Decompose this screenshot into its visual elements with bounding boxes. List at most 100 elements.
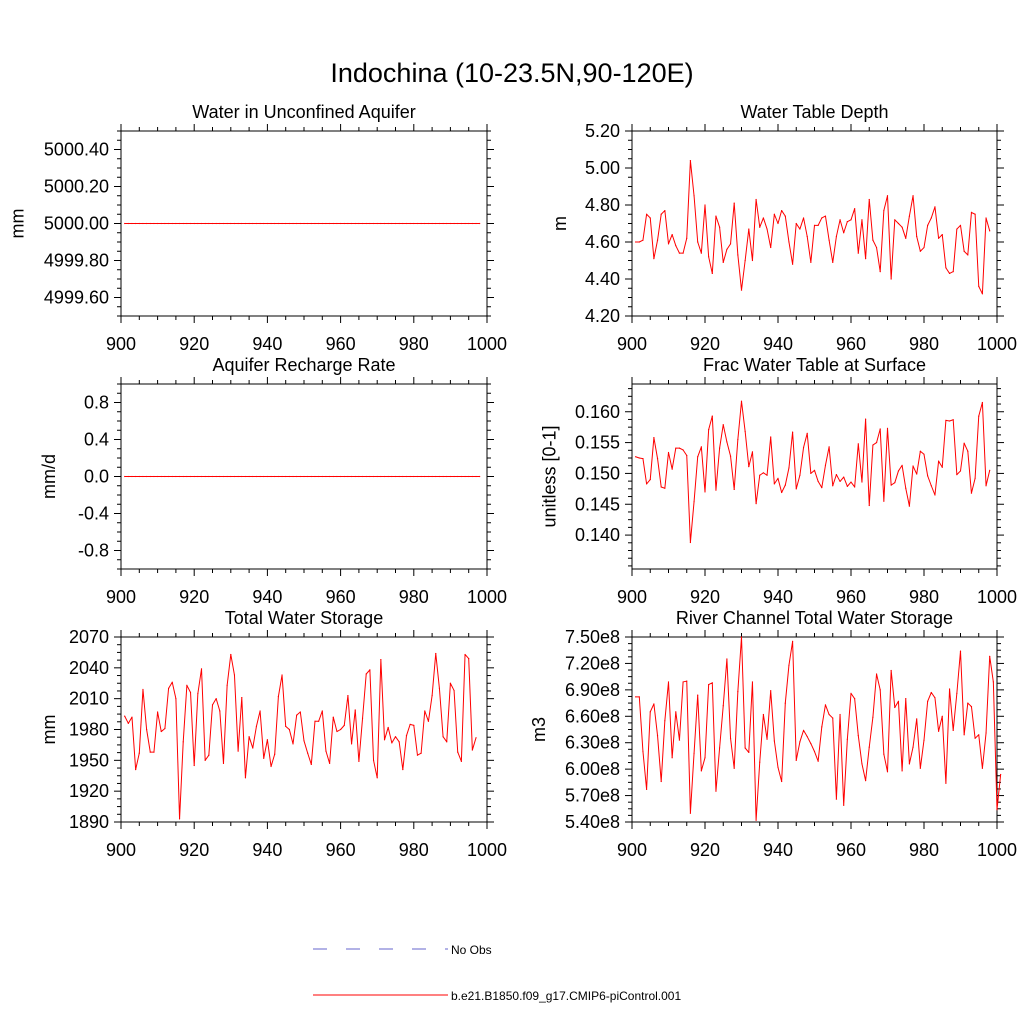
data-point bbox=[146, 222, 148, 225]
data-point bbox=[471, 222, 473, 225]
legend-model-label: b.e21.B1850.f09_g17.CMIP6-piControl.001 bbox=[451, 989, 681, 1003]
data-point bbox=[689, 812, 692, 814]
data-point bbox=[292, 222, 294, 225]
data-point bbox=[252, 222, 254, 225]
data-point bbox=[711, 682, 713, 684]
data-point bbox=[435, 475, 437, 478]
data-point bbox=[781, 780, 783, 783]
x-tick-label: 940 bbox=[252, 587, 282, 607]
data-point bbox=[427, 222, 430, 225]
data-point bbox=[802, 729, 805, 731]
data-point bbox=[124, 715, 126, 717]
data-point bbox=[189, 475, 192, 478]
data-point bbox=[667, 243, 670, 245]
y-tick-label: 5000.00 bbox=[44, 214, 109, 234]
data-point bbox=[241, 475, 243, 478]
data-point bbox=[952, 271, 954, 273]
data-point bbox=[350, 743, 353, 745]
x-tick-label: 960 bbox=[836, 587, 866, 607]
data-point bbox=[635, 696, 637, 698]
data-point bbox=[354, 709, 356, 711]
data-point bbox=[744, 430, 746, 433]
panel-5: Total Water Storage 900 920 940 960 980 1000 18… bbox=[39, 608, 507, 860]
data-point bbox=[167, 687, 170, 689]
data-point bbox=[846, 738, 848, 740]
data-point bbox=[970, 492, 973, 494]
x-tick-label: 960 bbox=[326, 587, 356, 607]
data-point bbox=[759, 761, 761, 763]
data-point bbox=[733, 767, 735, 769]
data-point bbox=[729, 737, 732, 739]
data-point bbox=[664, 209, 666, 212]
plot-frame bbox=[631, 130, 998, 317]
data-point bbox=[405, 222, 408, 225]
data-point bbox=[638, 696, 640, 698]
data-point bbox=[178, 818, 181, 820]
data-point bbox=[387, 726, 389, 729]
data-point bbox=[413, 724, 415, 726]
data-point bbox=[985, 732, 987, 734]
data-point bbox=[296, 222, 298, 225]
y-tick-label: 6.30e8 bbox=[565, 733, 620, 753]
data-point bbox=[821, 487, 823, 489]
series-line bbox=[635, 160, 991, 295]
data-point bbox=[266, 222, 268, 225]
data-point bbox=[138, 222, 140, 225]
data-point bbox=[744, 747, 746, 749]
data-point bbox=[872, 444, 874, 446]
data-point bbox=[372, 222, 375, 225]
data-point bbox=[861, 219, 863, 221]
data-point bbox=[387, 475, 389, 478]
data-point bbox=[821, 217, 823, 219]
y-tick-label: 0.155 bbox=[575, 433, 620, 453]
data-point bbox=[934, 697, 936, 699]
data-point bbox=[656, 458, 659, 460]
data-point bbox=[671, 468, 673, 470]
data-point bbox=[303, 475, 305, 478]
data-point bbox=[894, 219, 896, 221]
data-point bbox=[438, 687, 441, 689]
data-point bbox=[321, 222, 323, 225]
data-point bbox=[358, 760, 360, 762]
data-point bbox=[675, 245, 677, 247]
data-point bbox=[131, 222, 133, 225]
data-point bbox=[274, 222, 276, 225]
data-point bbox=[402, 222, 404, 225]
data-point bbox=[431, 694, 433, 697]
x-tick-label: 900 bbox=[106, 334, 136, 354]
y-tick-label: 0.145 bbox=[575, 494, 620, 514]
data-point bbox=[124, 475, 126, 478]
data-point bbox=[197, 222, 199, 225]
data-point bbox=[244, 222, 247, 225]
data-point bbox=[299, 222, 301, 225]
data-point bbox=[879, 271, 881, 273]
data-point bbox=[186, 684, 188, 686]
data-point bbox=[927, 224, 929, 226]
data-point bbox=[832, 717, 834, 719]
data-point bbox=[468, 657, 470, 660]
data-point bbox=[329, 475, 331, 478]
data-point bbox=[394, 736, 397, 738]
data-point bbox=[959, 224, 962, 226]
data-point bbox=[875, 673, 878, 675]
data-point bbox=[719, 747, 721, 749]
data-point bbox=[468, 222, 470, 225]
y-axis-label: m3 bbox=[529, 717, 549, 742]
data-point bbox=[967, 450, 969, 452]
data-point bbox=[157, 222, 159, 225]
data-point bbox=[160, 730, 162, 733]
data-point bbox=[288, 728, 290, 731]
data-point bbox=[897, 470, 900, 472]
data-point bbox=[934, 206, 936, 208]
data-point bbox=[945, 419, 947, 421]
y-axis-label: unitless [0-1] bbox=[540, 425, 560, 527]
data-point bbox=[755, 198, 757, 201]
x-tick-label: 980 bbox=[909, 840, 939, 860]
data-point bbox=[671, 757, 673, 759]
data-point bbox=[365, 222, 367, 225]
data-point bbox=[479, 222, 481, 225]
data-point bbox=[938, 237, 940, 239]
data-point bbox=[671, 234, 673, 236]
data-point bbox=[270, 475, 272, 478]
data-point bbox=[766, 474, 768, 476]
